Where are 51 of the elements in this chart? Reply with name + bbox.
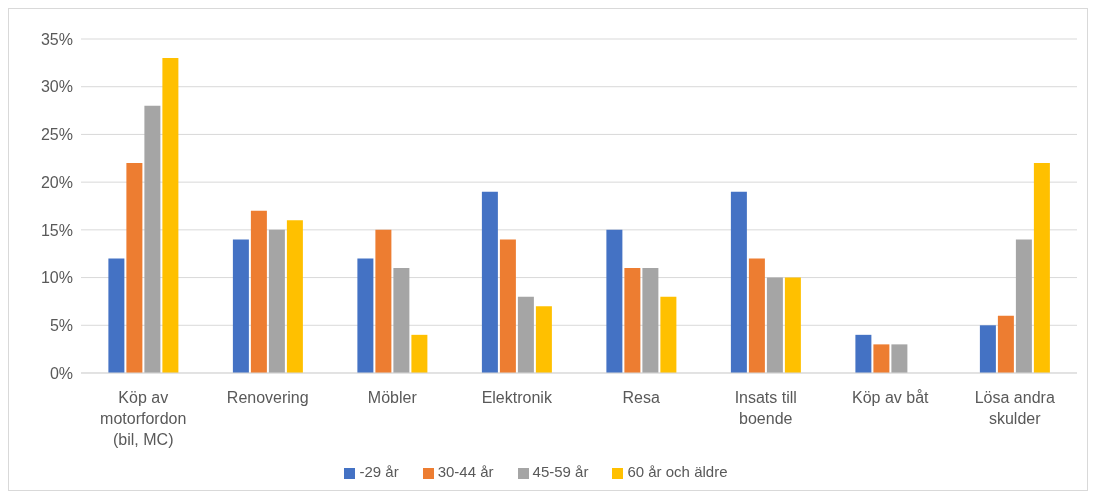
bar <box>730 191 747 373</box>
bar <box>891 344 908 373</box>
y-tick-label: 5% <box>49 316 73 334</box>
x-tick-label: Köp av båt <box>852 389 930 406</box>
bar <box>499 239 516 373</box>
bar <box>979 325 996 373</box>
bar <box>873 344 890 373</box>
bar <box>642 268 659 373</box>
legend-label: 30-44 år <box>437 463 494 480</box>
bar <box>126 163 143 373</box>
bar <box>1015 239 1032 373</box>
y-tick-label: 15% <box>40 221 73 239</box>
legend-label: -29 år <box>359 463 399 480</box>
x-tick-label: Lösa andra skulder <box>974 389 1055 427</box>
x-tick-label: Resa <box>622 389 661 406</box>
bar <box>481 191 498 373</box>
x-tick-label: Elektronik <box>481 389 553 406</box>
bar <box>250 210 267 373</box>
bar <box>393 268 410 373</box>
y-tick-label: 35% <box>40 30 73 48</box>
bar <box>162 58 179 373</box>
bar <box>535 306 552 373</box>
bar <box>784 277 801 373</box>
bar <box>375 229 392 373</box>
bar <box>108 258 125 373</box>
y-tick-label: 0% <box>49 364 73 382</box>
bar <box>144 105 161 373</box>
bar <box>766 277 783 373</box>
bar <box>286 220 303 373</box>
legend-label: 60 år och äldre <box>627 463 728 480</box>
bar <box>357 258 374 373</box>
bar <box>855 334 872 373</box>
bar <box>997 315 1014 373</box>
bar <box>411 334 428 373</box>
x-tick-label: Insats till boende <box>734 389 797 427</box>
bar <box>1033 163 1050 373</box>
legend-label: 45-59 år <box>532 463 589 480</box>
bar <box>232 239 249 373</box>
x-tick-label: Möbler <box>367 389 418 406</box>
bar <box>748 258 765 373</box>
x-tick-label: Köp av motorfordon (bil, MC) <box>100 389 187 448</box>
x-tick-label: Renovering <box>226 389 309 406</box>
y-tick-label: 25% <box>40 126 73 144</box>
bar <box>624 268 641 373</box>
bar <box>660 296 677 373</box>
bar <box>606 229 623 373</box>
y-tick-label: 30% <box>40 78 73 96</box>
bar <box>517 296 534 373</box>
bar <box>268 229 285 373</box>
y-tick-label: 20% <box>40 173 73 191</box>
y-tick-label: 10% <box>40 269 73 287</box>
